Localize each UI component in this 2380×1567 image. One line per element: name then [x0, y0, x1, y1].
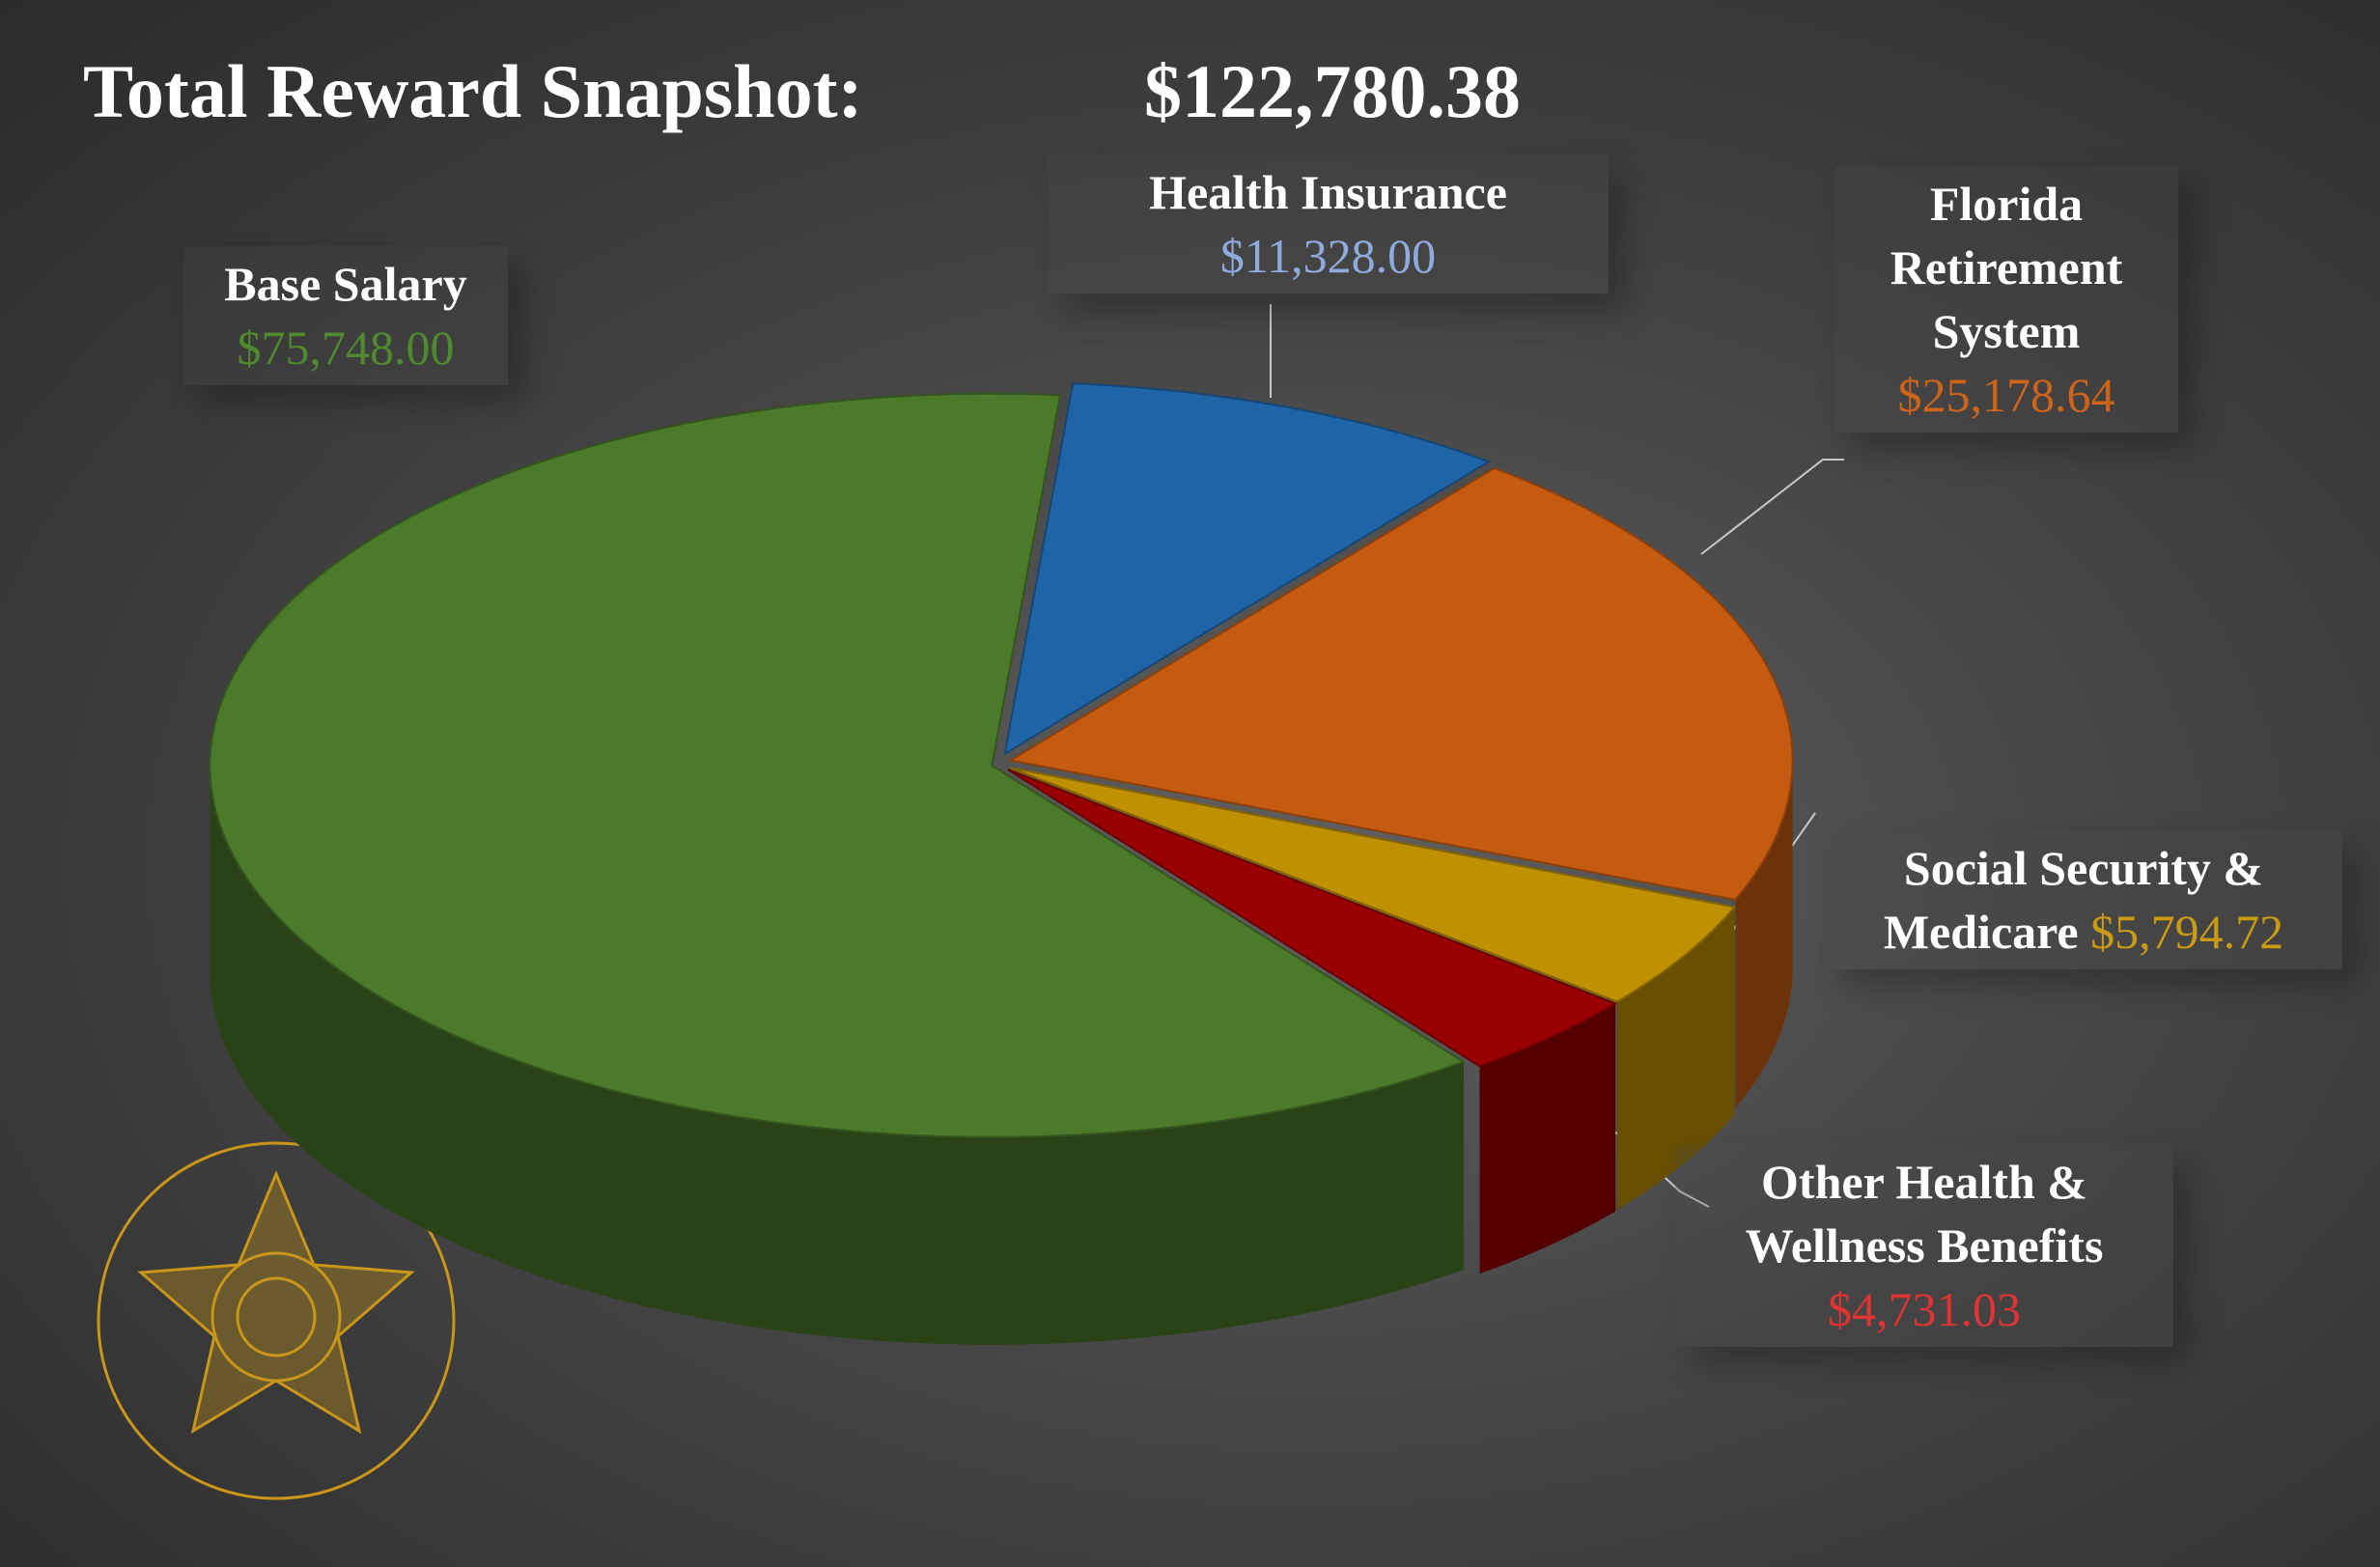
label-box: Health Insurance $11,328.00	[1048, 154, 1609, 294]
value-label: $5,794.72	[2090, 905, 2284, 959]
label-box: Social Security & Medicare $5,794.72	[1825, 830, 2342, 969]
slice	[1009, 767, 1737, 1003]
badge-seal	[210, 1251, 342, 1383]
badge-seal-inner	[236, 1276, 317, 1357]
slice	[209, 392, 1467, 1138]
badge	[97, 1141, 456, 1500]
walls	[210, 760, 1793, 1345]
slice-side	[1479, 1003, 1616, 1274]
slice	[1007, 769, 1618, 1068]
badge-star	[137, 1170, 415, 1435]
value-label: $4,731.03	[1828, 1282, 2021, 1336]
title: Total Reward Snapshot:	[83, 49, 863, 133]
leader-line	[1700, 459, 1844, 555]
value-label: $25,178.64	[1897, 368, 2115, 422]
value-label: $75,748.00	[237, 321, 455, 375]
value-label: $11,328.00	[1219, 229, 1437, 283]
category-label: Social Security & Medicare	[1883, 841, 2264, 959]
slice	[1003, 382, 1492, 756]
total: $122,780.38	[1144, 49, 1521, 133]
label-box: Base Salary $75,748.00	[183, 246, 508, 385]
slice-side	[210, 765, 1464, 1345]
tops	[209, 382, 1794, 1138]
slice-side	[1735, 760, 1793, 1107]
label-box: Other Health & Wellness Benefits $4,731.0…	[1675, 1144, 2173, 1347]
badge-ring	[97, 1141, 456, 1500]
slice	[1007, 466, 1794, 901]
category-label: Other Health & Wellness Benefits	[1745, 1155, 2104, 1273]
category-label: Florida Retirement System	[1890, 177, 2123, 358]
category-label: Base Salary	[224, 257, 467, 311]
slice-side	[1616, 907, 1735, 1210]
label-box: Florida Retirement System $25,178.64	[1834, 166, 2178, 433]
category-label: Health Insurance	[1149, 165, 1507, 219]
